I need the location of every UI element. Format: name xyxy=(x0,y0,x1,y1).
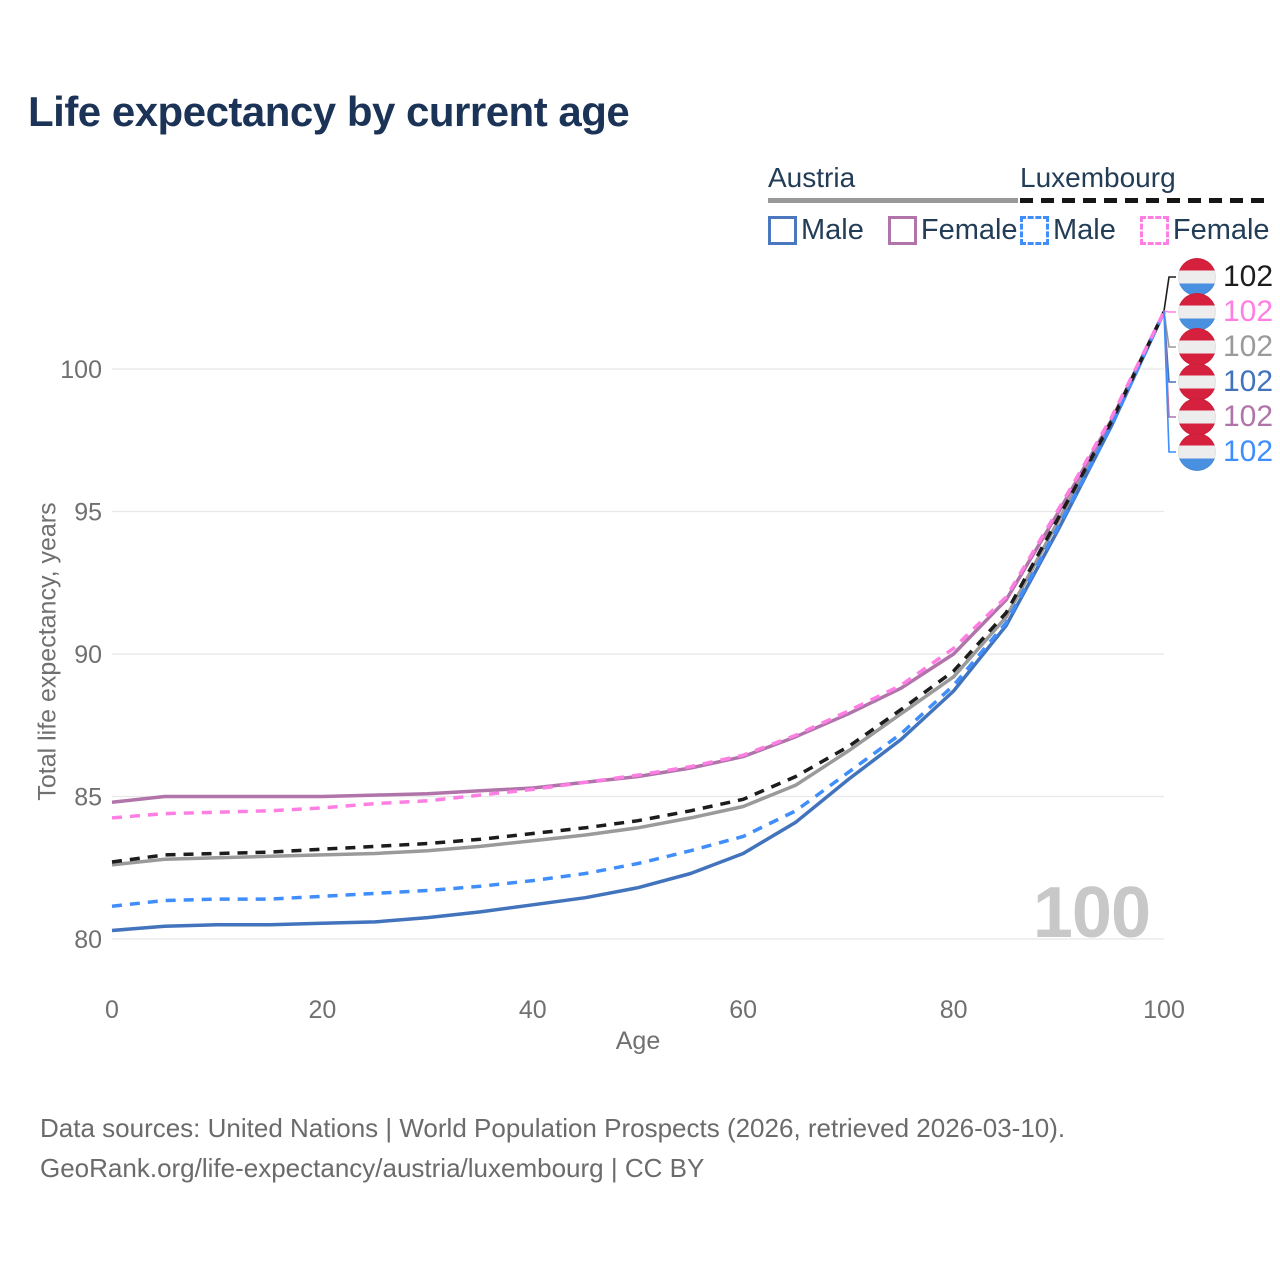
data-sources-line1: Data sources: United Nations | World Pop… xyxy=(40,1113,1066,1143)
legend-group-luxembourg: Luxembourg Male Female xyxy=(1020,162,1270,247)
data-sources-line2: GeoRank.org/life-expectancy/austria/luxe… xyxy=(40,1153,705,1183)
legend-label-austria-female: Female xyxy=(920,214,1018,246)
y-tick-label: 80 xyxy=(74,926,102,954)
y-tick-label: 95 xyxy=(74,499,102,527)
series-line-luxembourg-total xyxy=(111,311,1166,864)
end-label-value: 102 xyxy=(1223,435,1274,468)
end-label-connector xyxy=(1163,276,1176,312)
x-axis-title: Age xyxy=(615,1027,661,1055)
legend-swatch-austria-female xyxy=(887,216,917,245)
end-label-luxembourg-female: 102 xyxy=(1178,293,1273,331)
legend-item-austria-male[interactable]: Male xyxy=(768,214,864,247)
legend-line-swatch-luxembourg xyxy=(1020,198,1270,203)
end-label-value: 102 xyxy=(1223,400,1274,433)
series-line-austria-female xyxy=(111,311,1166,804)
x-tick-label: 80 xyxy=(940,996,968,1024)
x-tick-label: 40 xyxy=(519,996,547,1024)
age-counter-watermark: 100 xyxy=(1032,873,1151,953)
series-line-luxembourg-female xyxy=(111,311,1166,820)
legend-item-austria-female[interactable]: Female xyxy=(887,214,1018,247)
legend-item-luxembourg-male[interactable]: Male xyxy=(1020,214,1116,247)
legend-swatch-luxembourg-male xyxy=(1020,216,1049,245)
series-line-austria-male xyxy=(111,311,1166,933)
legend-swatch-austria-male xyxy=(768,216,797,245)
y-tick-label: 85 xyxy=(74,784,102,812)
flag-luxembourg-icon xyxy=(1178,433,1216,471)
flag-luxembourg-icon xyxy=(1178,293,1216,331)
flag-austria-icon xyxy=(1178,363,1216,401)
legend-label-luxembourg-female: Female xyxy=(1172,214,1270,246)
end-label-value: 102 xyxy=(1223,295,1274,328)
series-line-luxembourg-male xyxy=(111,311,1166,908)
end-label-austria-total: 102 xyxy=(1178,328,1273,366)
end-label-luxembourg-male: 102 xyxy=(1178,433,1273,471)
end-label-connector xyxy=(1163,310,1176,348)
legend-header-austria[interactable]: Austria xyxy=(768,162,856,193)
series-line-austria-total xyxy=(111,311,1166,867)
end-label-value: 102 xyxy=(1223,365,1274,398)
end-label-value: 102 xyxy=(1223,260,1274,293)
end-label-luxembourg-total: 102 xyxy=(1178,258,1273,296)
legend-swatch-luxembourg-female xyxy=(1139,216,1169,245)
legend-header-luxembourg[interactable]: Luxembourg xyxy=(1020,162,1176,193)
y-tick-label: 90 xyxy=(74,641,102,669)
flag-austria-icon xyxy=(1178,328,1216,366)
flag-austria-icon xyxy=(1178,398,1216,436)
y-tick-label: 100 xyxy=(60,356,102,384)
data-sources: Data sources: United Nations | World Pop… xyxy=(40,1108,1065,1188)
y-axis-title: Total life expectancy, years xyxy=(33,502,62,801)
legend-label-austria-male: Male xyxy=(801,214,864,246)
legend-item-luxembourg-female[interactable]: Female xyxy=(1139,214,1270,247)
legend-label-luxembourg-male: Male xyxy=(1053,214,1116,246)
line-chart: 80 85 90 95 100 0 20 40 60 80 100 xyxy=(60,276,1185,1024)
legend-line-swatch-austria xyxy=(768,198,1018,203)
end-label-austria-female: 102 xyxy=(1178,398,1273,436)
x-tick-label: 20 xyxy=(308,996,336,1024)
end-label-value: 102 xyxy=(1223,330,1274,363)
x-tick-label: 100 xyxy=(1143,996,1185,1024)
page-title: Life expectancy by current age xyxy=(28,88,630,135)
flag-luxembourg-icon xyxy=(1178,258,1216,296)
end-label-connector xyxy=(1163,310,1176,453)
end-label-austria-male: 102 xyxy=(1178,363,1273,401)
legend-group-austria: Austria Male Female xyxy=(768,162,1018,247)
x-tick-label: 0 xyxy=(105,996,119,1024)
end-label-connector xyxy=(1163,310,1176,313)
x-tick-label: 60 xyxy=(729,996,757,1024)
